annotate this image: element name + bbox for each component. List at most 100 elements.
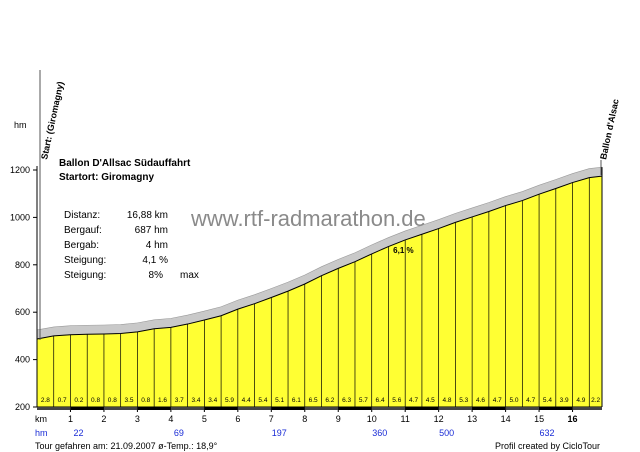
segment-gradient-label: 4.7 <box>409 397 418 404</box>
gradient-segments <box>53 167 603 407</box>
chart-title: Ballon D'Allsac Südauffahrt <box>59 158 191 169</box>
segment-gradient-label: 6.2 <box>325 397 334 404</box>
x-axis-bar-segment <box>539 407 573 410</box>
stat-value: 4,1 % <box>142 255 168 266</box>
segment-gradient-label: 4.7 <box>493 397 502 404</box>
segment-gradient-label: 5.9 <box>225 397 234 404</box>
segment-gradient-label: 5.0 <box>509 397 518 404</box>
gradient-labels: 2.8 0.7 0.2 0.8 0.8 3.5 0.8 1.6 3.7 3.4 3.4 5.9 4.4 5… <box>41 397 601 404</box>
x-axis-bar-segment <box>204 407 238 410</box>
x-tick-label: 2 <box>101 414 106 424</box>
footer-right: Profil created by CicloTour <box>495 441 600 451</box>
segment-gradient-label: 6.5 <box>309 397 318 404</box>
stat-label: Distanz: <box>64 210 100 221</box>
x-axis-bar-segment <box>572 407 602 410</box>
segment-gradient-label: 6.4 <box>376 397 385 404</box>
stat-value: 16,88 km <box>127 210 168 221</box>
segment-gradient-label: 0.8 <box>108 397 117 404</box>
segment-gradient-label: 4.4 <box>242 397 251 404</box>
end-label: Ballon d'Alsac <box>598 98 621 160</box>
stat-label: Steigung: <box>64 255 106 266</box>
segment-gradient-label: 3.5 <box>125 397 134 404</box>
segment-gradient-label: 2.2 <box>591 397 600 404</box>
stat-value: 4 hm <box>146 240 168 251</box>
segment-gradient-label: 3.7 <box>175 397 184 404</box>
y-tick-label: 200 <box>15 402 30 412</box>
segment-gradient-label: 0.8 <box>141 397 150 404</box>
chart-subtitle: Startort: Giromagny <box>59 172 154 183</box>
x-tick-label: 13 <box>467 414 477 424</box>
segment-gradient-label: 4.6 <box>476 397 485 404</box>
cumulative-hm-value: 360 <box>372 428 387 438</box>
stat-label: Bergauf: <box>64 225 102 236</box>
segment-gradient-label: 2.8 <box>41 397 50 404</box>
y-tick-label: 600 <box>15 307 30 317</box>
segment-gradient-label: 5.4 <box>258 397 267 404</box>
segment-gradient-label: 4.9 <box>576 397 585 404</box>
segment-gradient-label: 5.7 <box>359 397 368 404</box>
x-tick-label: 9 <box>336 414 341 424</box>
x-axis-bar-segment <box>505 407 540 410</box>
x-axis-bar-segment <box>472 407 506 410</box>
segment-gradient-label: 0.8 <box>91 397 100 404</box>
segment-gradient-label: 4.7 <box>526 397 535 404</box>
x-unit-label: km <box>35 414 47 424</box>
x-tick-label: 6 <box>235 414 240 424</box>
segment-gradient-label: 1.6 <box>158 397 167 404</box>
x-axis-bar-segment <box>438 407 473 410</box>
segment-gradient-label: 4.5 <box>426 397 435 404</box>
y-tick-label: 1000 <box>10 212 30 222</box>
y-tick-label: 1200 <box>10 165 30 175</box>
x-tick-label: 1 <box>68 414 73 424</box>
segment-gradient-label: 4.8 <box>443 397 452 404</box>
cumulative-hm-value: 197 <box>272 428 287 438</box>
x-axis-bar-segment <box>37 407 71 410</box>
cumulative-hm-value: 22 <box>73 428 83 438</box>
segment-gradient-label: 5.3 <box>459 397 468 404</box>
x-tick-label: 10 <box>367 414 377 424</box>
y-tick-label: 400 <box>15 355 30 365</box>
x-axis-bar <box>37 407 602 410</box>
segment-gradient-label: 5.6 <box>392 397 401 404</box>
segment-gradient-label: 5.4 <box>543 397 552 404</box>
start-label: Start: (Giromagny) <box>39 81 65 161</box>
x-tick-label: 3 <box>135 414 140 424</box>
x-axis-bar-segment <box>304 407 339 410</box>
x-axis-bar-segment <box>338 407 372 410</box>
x-tick-label: 5 <box>202 414 207 424</box>
segment-gradient-label: 0.7 <box>58 397 67 404</box>
x-axis-bar-segment <box>237 407 272 410</box>
x-tick-label: 7 <box>269 414 274 424</box>
stat-value: 687 hm <box>135 225 168 236</box>
stat-extra: max <box>180 270 199 281</box>
segment-gradient-label: 6.3 <box>342 397 351 404</box>
stat-label: Steigung: <box>64 270 106 281</box>
x-axis-bar-segment <box>103 407 138 410</box>
cumulative-hm-value: 500 <box>439 428 454 438</box>
x-axis-bar-segment <box>70 407 104 410</box>
x-axis-bar-segment <box>137 407 171 410</box>
cumulative-hm-value: 632 <box>540 428 555 438</box>
segment-gradient-label: 3.9 <box>560 397 569 404</box>
segment-percent-label: 6,1 % <box>393 246 413 255</box>
profile-area <box>37 176 602 407</box>
stat-value: 8% <box>149 270 164 281</box>
stats-table: Distanz: 16,88 km Bergauf: 687 hm Bergab… <box>64 210 199 281</box>
segment-gradient-label: 3.4 <box>191 397 200 404</box>
y-tick-label: 800 <box>15 260 30 270</box>
y-unit-label: hm <box>14 120 27 130</box>
x-tick-label: 4 <box>168 414 173 424</box>
profile-outline <box>36 175 603 340</box>
x-tick-label: 15 <box>534 414 544 424</box>
x-tick-label: 14 <box>501 414 511 424</box>
segment-gradient-label: 5.1 <box>275 397 284 404</box>
stat-label: Bergab: <box>64 240 99 251</box>
cumulative-hm-row: 22 69 197 360 500 632 <box>73 428 554 438</box>
x-axis-bar-segment <box>405 407 439 410</box>
x-tick-label: 16 <box>568 414 578 424</box>
x-axis-bar-segment <box>170 407 205 410</box>
segment-gradient-label: 3.4 <box>208 397 217 404</box>
x-tick-label: 8 <box>302 414 307 424</box>
y-axis-ticks: 200 400 600 800 1000 1200 <box>10 165 37 412</box>
